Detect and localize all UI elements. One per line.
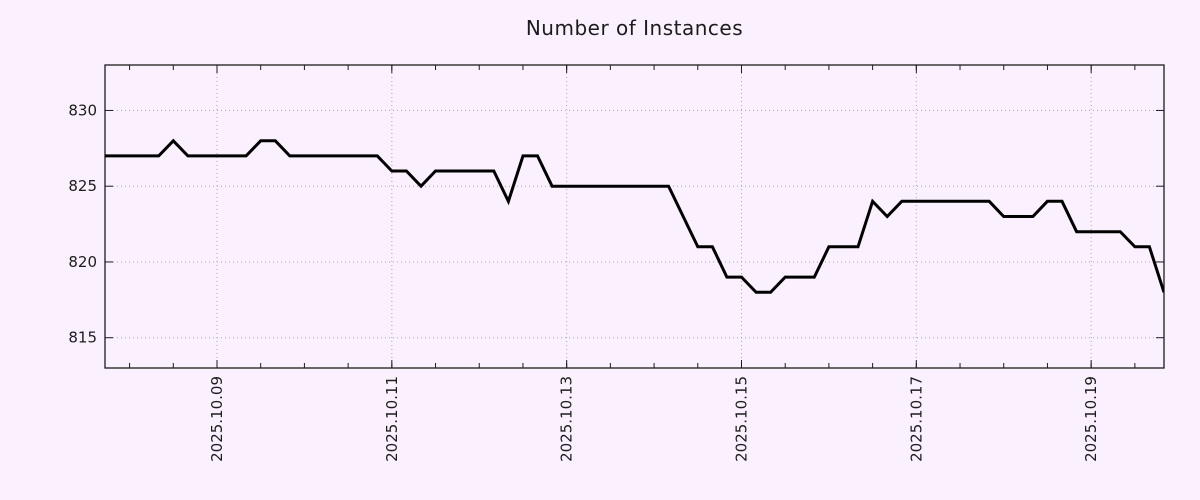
x-tick-label: 2025.10.15	[732, 376, 750, 462]
x-tick-label: 2025.10.17	[907, 376, 925, 462]
axis-labels: 815 820 825 830 2025.10.09 2025.10.11 2025.10.…	[68, 101, 1100, 461]
y-tick-label: 820	[68, 253, 97, 271]
x-tick-label: 2025.10.19	[1082, 376, 1100, 462]
series-line-instances	[105, 138, 1164, 294]
axis-ticks	[105, 65, 1164, 368]
grid-lines	[105, 65, 1164, 368]
y-tick-label: 825	[68, 177, 97, 195]
x-tick-label: 2025.10.11	[383, 376, 401, 462]
plot-border	[104, 64, 1165, 369]
chart-title: Number of Instances	[525, 16, 744, 40]
y-tick-label: 815	[68, 329, 97, 347]
x-tick-label: 2025.10.09	[208, 376, 226, 462]
x-tick-label: 2025.10.13	[558, 376, 576, 462]
y-tick-label: 830	[68, 101, 97, 119]
